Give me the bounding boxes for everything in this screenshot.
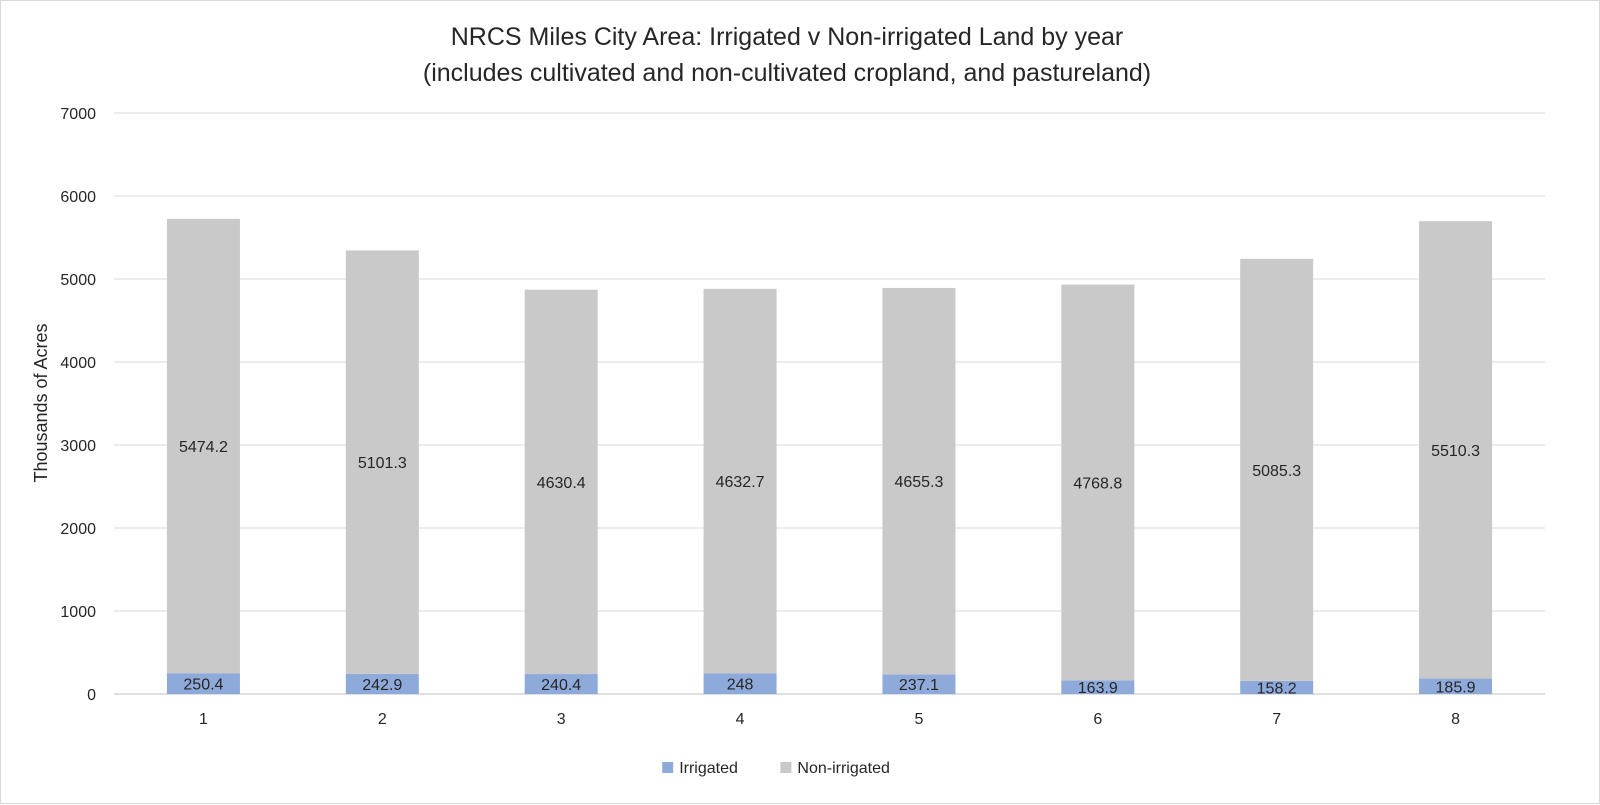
data-label-non-irrigated: 4655.3: [894, 474, 943, 491]
bar-irrigated: [882, 674, 956, 694]
data-label-irrigated: 158.2: [1257, 680, 1297, 697]
bar-irrigated: [703, 673, 777, 694]
legend-label-irrigated: Irrigated: [679, 760, 738, 777]
data-label-non-irrigated: 5510.3: [1431, 443, 1480, 460]
y-tick-label: 7000: [60, 106, 96, 123]
bar-non-irrigated: [703, 288, 777, 674]
data-label-non-irrigated: 5085.3: [1252, 463, 1301, 480]
y-tick-label: 6000: [60, 189, 96, 206]
bar-non-irrigated: [882, 287, 956, 675]
data-label-irrigated: 242.9: [362, 677, 402, 694]
bar-non-irrigated: [1419, 221, 1493, 679]
data-label-non-irrigated: 4632.7: [716, 474, 765, 491]
legend-swatch-non-irrigated: [780, 762, 792, 773]
y-tick-label: 5000: [60, 272, 96, 289]
chart-title: NRCS Miles City Area: Irrigated v Non-ir…: [451, 23, 1124, 51]
legend: Irrigated Non-irrigated: [662, 760, 890, 777]
y-tick-label: 1000: [60, 604, 96, 621]
data-label-irrigated: 237.1: [899, 677, 939, 694]
data-label-irrigated: 250.4: [183, 677, 223, 694]
bar-non-irrigated: [1240, 258, 1314, 681]
legend-label-non-irrigated: Non-irrigated: [797, 760, 889, 777]
x-tick-label: 2: [378, 711, 387, 728]
bar-irrigated: [166, 673, 240, 694]
x-tick-label: 6: [1093, 711, 1102, 728]
data-label-non-irrigated: 4768.8: [1073, 475, 1122, 492]
bars: [166, 218, 1493, 694]
x-tick-label: 1: [199, 711, 208, 728]
data-label-irrigated: 248: [727, 677, 754, 694]
bar-non-irrigated: [524, 289, 598, 675]
data-label-irrigated: 185.9: [1436, 679, 1476, 696]
bar-irrigated: [1061, 680, 1135, 694]
data-label-irrigated: 163.9: [1078, 680, 1118, 697]
y-axis-ticks: 0 1000 2000 3000 4000 5000 6000 7000: [60, 106, 96, 704]
bar-non-irrigated: [1061, 284, 1135, 681]
bar-irrigated: [1240, 680, 1314, 694]
y-tick-label: 0: [87, 687, 96, 704]
data-label-non-irrigated: 5474.2: [179, 439, 228, 456]
bar-irrigated: [345, 673, 419, 694]
x-axis-ticks: 1 2 3 4 5 6 7 8: [199, 711, 1460, 728]
chart-subtitle: (includes cultivated and non-cultivated …: [423, 59, 1151, 87]
bar-irrigated: [1419, 678, 1493, 694]
x-tick-label: 4: [736, 711, 745, 728]
data-label-non-irrigated: 4630.4: [537, 475, 586, 492]
x-tick-label: 3: [557, 711, 566, 728]
y-axis-title: Thousands of Acres: [31, 323, 51, 482]
x-tick-label: 7: [1272, 711, 1281, 728]
bar-non-irrigated: [345, 250, 419, 674]
gridlines: [114, 112, 1545, 695]
data-label-irrigated: 240.4: [541, 677, 581, 694]
x-tick-label: 8: [1451, 711, 1460, 728]
y-tick-label: 4000: [60, 355, 96, 372]
x-tick-label: 5: [914, 711, 923, 728]
y-tick-label: 3000: [60, 438, 96, 455]
y-tick-label: 2000: [60, 521, 96, 538]
bar-irrigated: [524, 674, 598, 694]
bar-non-irrigated: [166, 218, 240, 674]
data-labels: 250.4 5474.2 242.9 5101.3 240.4 4630.4 248 4632…: [179, 439, 1480, 697]
legend-swatch-irrigated: [662, 762, 674, 773]
data-label-non-irrigated: 5101.3: [358, 455, 407, 472]
